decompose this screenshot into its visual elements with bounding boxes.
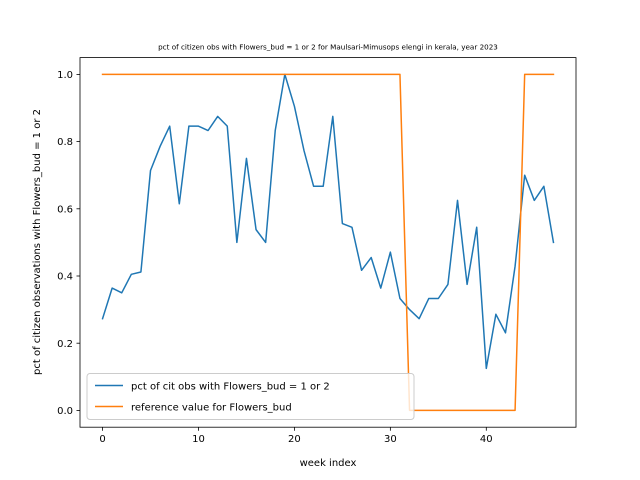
legend-label-1: pct of cit obs with Flowers_bud = 1 or 2	[131, 382, 330, 393]
x-tick-label: 0	[99, 434, 105, 445]
y-tick-label: 0.4	[57, 272, 73, 283]
y-tick-label: 0.6	[57, 204, 73, 215]
y-tick-label: 1.0	[57, 70, 73, 81]
x-tick-label: 10	[192, 434, 205, 445]
legend: pct of cit obs with Flowers_bud = 1 or 2…	[86, 373, 415, 420]
x-tick-label: 30	[384, 434, 397, 445]
x-tick-label: 20	[288, 434, 301, 445]
series-line-2	[101, 73, 555, 412]
y-axis-label: pct of citizen observations with Flowers…	[32, 109, 43, 375]
legend-label-2: reference value for Flowers_bud	[131, 403, 292, 414]
x-axis: 0 10 20 30 40	[99, 427, 493, 445]
y-axis: 0.0 0.2 0.4 0.6 0.8 1.0	[57, 70, 80, 417]
series-line-1	[101, 73, 555, 370]
chart-title: pct of citizen obs with Flowers_bud = 1 …	[158, 43, 498, 52]
x-axis-label: week index	[300, 458, 357, 469]
y-tick-label: 0.2	[57, 339, 73, 350]
axes-frame	[79, 57, 577, 428]
x-tick-label: 40	[480, 434, 493, 445]
y-tick-label: 0.0	[57, 406, 73, 417]
y-tick-label: 0.8	[57, 137, 73, 148]
legend-box	[86, 373, 415, 420]
plot-area	[79, 57, 577, 428]
